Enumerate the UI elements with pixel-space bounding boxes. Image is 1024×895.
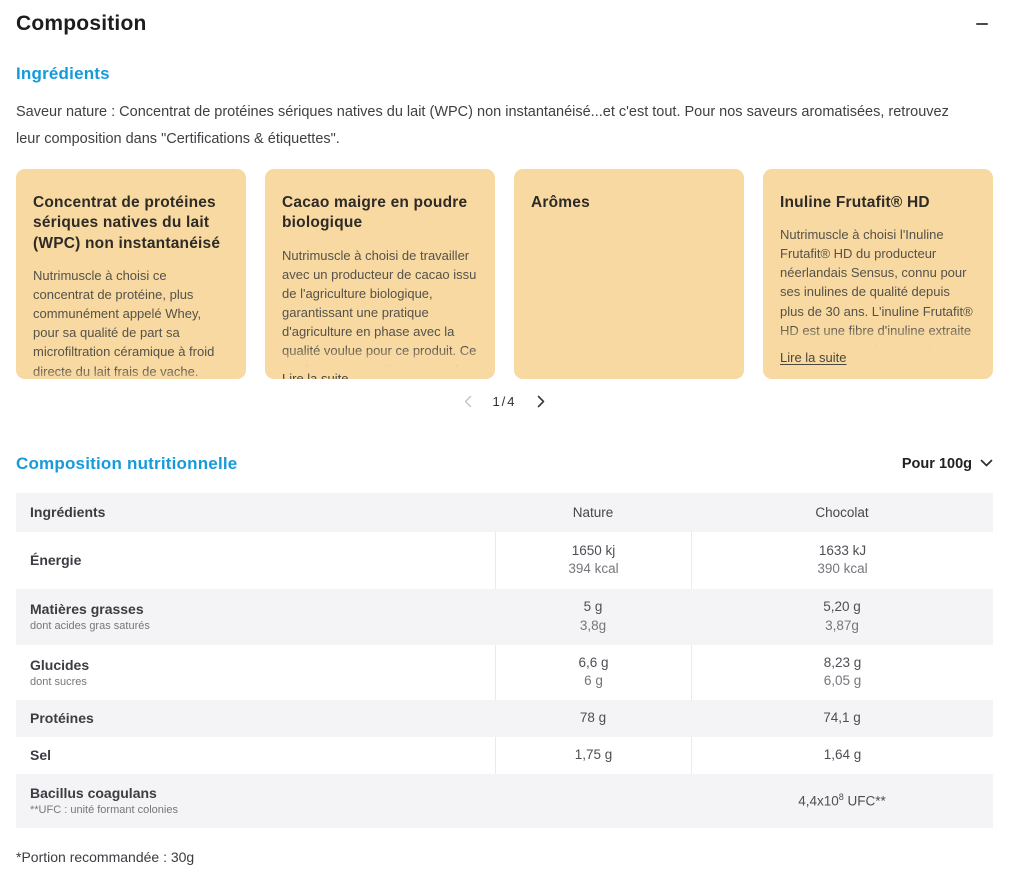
nature-subvalue: 3,8g xyxy=(579,617,607,633)
nature-value: 78 g xyxy=(579,710,607,726)
nature-value: 5 g xyxy=(583,599,603,615)
column-header-ingredients: Ingrédients xyxy=(30,504,106,521)
card-description: Nutrimuscle à choisi de travailler avec … xyxy=(282,246,478,370)
row-sublabel: dont sucres xyxy=(30,675,87,688)
page-indicator: 1/4 xyxy=(492,393,517,409)
chocolat-value: 74,1 g xyxy=(823,710,861,726)
row-label: Bacillus coagulans xyxy=(30,785,157,802)
row-label: Sel xyxy=(30,747,52,764)
read-more-link[interactable]: Lire la suite xyxy=(282,370,349,379)
serving-size-selector[interactable]: Pour 100g xyxy=(902,456,993,472)
chocolat-value: 5,20 g xyxy=(823,599,861,615)
table-row-bacillus-coagulans: Bacillus coagulans **UFC : unité formant… xyxy=(16,773,993,828)
row-label: Matières grasses xyxy=(30,601,144,618)
table-row-glucides: Glucides dont sucres 6,6 g 6 g 8,23 g 6,… xyxy=(16,644,993,700)
row-label: Glucides xyxy=(30,656,90,673)
minus-icon xyxy=(976,22,988,26)
exponent: 8 xyxy=(838,791,844,802)
ingredients-heading: Ingrédients xyxy=(16,64,110,83)
chocolat-value: 8,23 g xyxy=(823,654,862,670)
column-header-chocolat: Chocolat xyxy=(815,504,869,520)
nutrition-header: Composition nutritionnelle Pour 100g xyxy=(16,454,993,474)
nutrition-heading: Composition nutritionnelle xyxy=(16,453,238,473)
column-header-nature: Nature xyxy=(572,504,614,520)
chevron-right-icon xyxy=(537,395,544,407)
card-title: Concentrat de protéines sériques natives… xyxy=(33,193,221,252)
table-header-row: Ingrédients Nature Chocolat xyxy=(16,492,993,532)
serving-size-value: Pour 100g xyxy=(901,455,972,472)
row-label: Énergie xyxy=(30,552,82,569)
carousel-pagination: 1/4 xyxy=(16,393,993,410)
nature-subvalue: 394 kcal xyxy=(568,561,619,577)
collapse-section-button[interactable] xyxy=(973,15,991,33)
nature-value: 1650 kj xyxy=(571,542,616,558)
chevron-down-icon xyxy=(980,459,993,467)
read-more-link[interactable]: Lire la suite xyxy=(780,350,847,366)
card-description: Nutrimuscle à choisi l'Inuline Frutafit®… xyxy=(780,225,976,350)
chocolat-value: 1633 kJ xyxy=(818,542,867,558)
card-title: Cacao maigre en poudre biologique xyxy=(282,193,468,232)
table-row-proteines: Protéines 78 g 74,1 g xyxy=(16,699,993,737)
panel-header: Composition xyxy=(16,12,993,36)
card-title: Arômes xyxy=(531,193,590,211)
nature-subvalue: 6 g xyxy=(584,673,603,689)
ingredients-intro-text: Saveur nature : Concentrat de protéines … xyxy=(16,104,949,147)
ingredient-card-cacao: Cacao maigre en poudre biologique Nutrim… xyxy=(265,168,495,379)
chevron-left-icon xyxy=(465,395,472,407)
ingredient-card-wpc: Concentrat de protéines sériques natives… xyxy=(16,168,246,379)
chocolat-subvalue: 390 kcal xyxy=(817,561,868,577)
row-sublabel: dont acides gras saturés xyxy=(30,620,150,633)
chocolat-value: 4,4x108 UFC** xyxy=(798,791,886,809)
previous-page-button[interactable] xyxy=(460,393,477,410)
nature-value: 1,75 g xyxy=(574,747,613,763)
row-label: Protéines xyxy=(30,710,94,727)
card-description: Nutrimuscle à choisi ce concentrat de pr… xyxy=(33,266,229,379)
row-sublabel: **UFC : unité formant colonies xyxy=(30,804,178,817)
chocolat-subvalue: 6,05 g xyxy=(823,673,862,689)
nutrition-table: Ingrédients Nature Chocolat Énergie 1650… xyxy=(16,492,993,828)
composition-panel: Composition Ingrédients Saveur nature : … xyxy=(16,12,993,865)
ingredient-cards-carousel: Concentrat de protéines sériques natives… xyxy=(16,168,993,379)
chocolat-value: 1,64 g xyxy=(823,747,862,763)
table-row-matieres-grasses: Matières grasses dont acides gras saturé… xyxy=(16,588,993,645)
table-row-energie: Énergie 1650 kj 394 kcal 1633 kJ 390 kca… xyxy=(16,531,993,589)
page-title: Composition xyxy=(16,12,147,35)
nature-value: 6,6 g xyxy=(578,654,609,670)
ingredient-card-inuline: Inuline Frutafit® HD Nutrimuscle à chois… xyxy=(763,168,993,379)
table-row-sel: Sel 1,75 g 1,64 g xyxy=(16,736,993,774)
next-page-button[interactable] xyxy=(532,393,549,410)
chocolat-subvalue: 3,87g xyxy=(825,617,859,633)
ingredient-card-aromes: Arômes xyxy=(514,168,744,379)
card-title: Inuline Frutafit® HD xyxy=(780,193,930,211)
portion-footnote: *Portion recommandée : 30g xyxy=(16,848,195,865)
